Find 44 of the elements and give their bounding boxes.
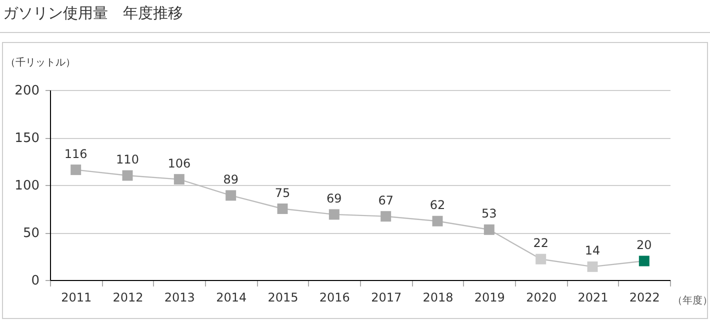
- data-label: 69: [326, 191, 342, 206]
- y-tick-label: 50: [22, 226, 40, 241]
- point: [638, 256, 650, 266]
- point: [174, 174, 184, 185]
- x-tick-label: 2019: [474, 290, 505, 304]
- y-tick-label: 200: [14, 84, 40, 98]
- point: [587, 261, 598, 272]
- point: [536, 254, 546, 264]
- x-tick-label: 2014: [216, 290, 247, 304]
- x-tick-label: 2016: [319, 290, 350, 304]
- x-tick-label: 2017: [371, 290, 402, 304]
- point: [277, 204, 288, 214]
- x-axis-title: （年度）: [672, 294, 710, 306]
- data-label: 75: [274, 186, 290, 200]
- x-tick-label: 2018: [422, 290, 454, 304]
- chart-title: ガソリン使用量 年度推移: [3, 4, 183, 22]
- x-tick-label: 2022: [629, 290, 660, 304]
- x-tick-label: 2015: [268, 290, 298, 304]
- point: [328, 209, 340, 220]
- x-tick-label: 2011: [61, 290, 92, 304]
- y-tick-label: 0: [31, 274, 40, 288]
- data-label: 62: [430, 198, 446, 212]
- x-tick-label: 2013: [164, 290, 195, 304]
- y-tick-label: 100: [14, 178, 40, 194]
- data-label: 110: [116, 152, 139, 166]
- point: [432, 216, 443, 226]
- point: [122, 170, 133, 181]
- data-label: 53: [482, 206, 497, 221]
- y-axis-title: （千リットル）: [6, 56, 76, 68]
- x-tick-label: 2012: [112, 290, 144, 304]
- point: [380, 211, 392, 222]
- x-tick-label: 2021: [578, 290, 608, 304]
- data-label: 14: [584, 244, 600, 258]
- y-tick-label: 150: [14, 131, 40, 146]
- point: [70, 164, 82, 176]
- point: [484, 224, 494, 235]
- data-label: 67: [378, 193, 394, 208]
- data-label: 116: [64, 146, 88, 161]
- x-tick-label: 2020: [526, 290, 557, 304]
- data-label: 20: [636, 238, 652, 252]
- data-label: 89: [223, 172, 238, 186]
- point: [226, 190, 236, 201]
- data-label: 106: [168, 156, 191, 170]
- data-label: 22: [533, 236, 548, 250]
